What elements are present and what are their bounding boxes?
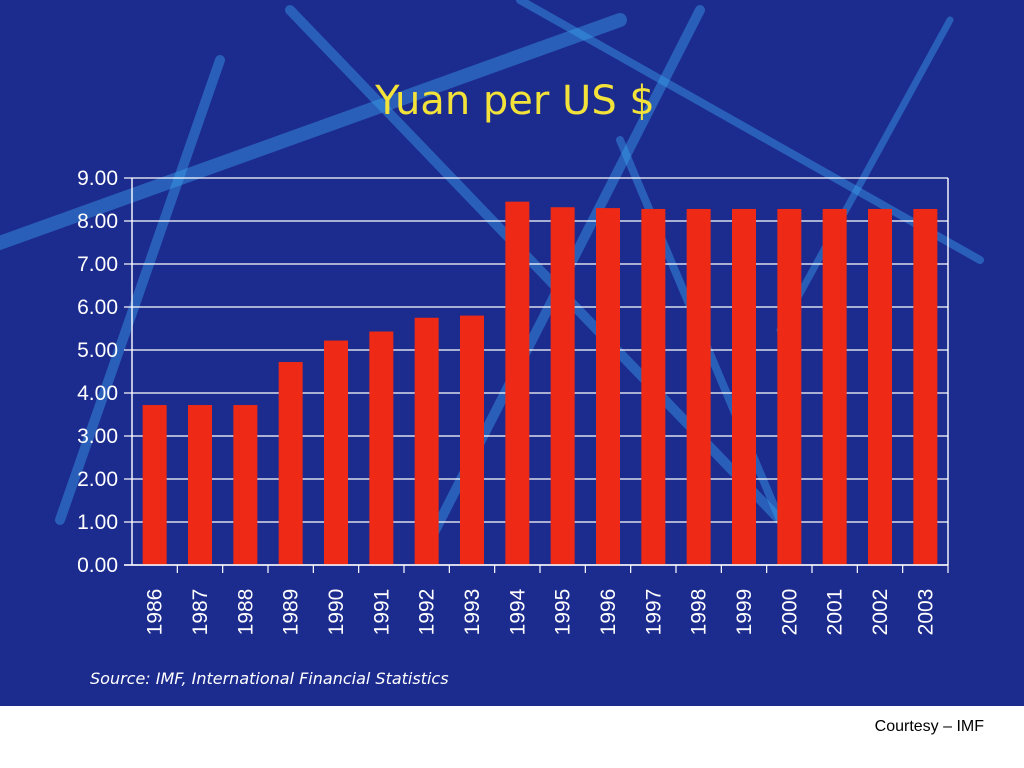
- bar-1994: [505, 201, 530, 565]
- y-tick-label: 0.00: [77, 554, 118, 577]
- y-tick-label: 8.00: [77, 210, 118, 233]
- bar-1992: [414, 317, 439, 565]
- x-tick-label: 2001: [824, 589, 847, 636]
- chart-slide: 0.00 1.00 2.00 3.00 4.00 5.00 6.00 7.00 8.00 9.00…: [0, 0, 1024, 706]
- y-tick-label: 1.00: [77, 511, 118, 534]
- bar-1987: [188, 405, 212, 565]
- bar-1996: [596, 208, 620, 565]
- bar-1995: [550, 207, 575, 566]
- y-axis-tick-labels: 0.00 1.00 2.00 3.00 4.00 5.00 6.00 7.00 8.00 9.00: [77, 167, 118, 577]
- bar-2002: [868, 208, 892, 565]
- bar-1998: [686, 208, 711, 565]
- x-tick-label: 1988: [234, 589, 257, 636]
- x-tick-label: 2003: [914, 589, 937, 636]
- light-streak: [0, 13, 627, 251]
- chart-area: 0.00 1.00 2.00 3.00 4.00 5.00 6.00 7.00 8.00 9.00…: [0, 0, 984, 635]
- bar-2001: [822, 208, 847, 565]
- bar-1991: [369, 331, 394, 565]
- bar-1986: [142, 405, 167, 565]
- x-tick-label: 1998: [688, 589, 711, 636]
- x-tick-label: 1992: [416, 589, 439, 636]
- y-tick-label: 4.00: [77, 382, 118, 405]
- bar-1999: [732, 208, 756, 565]
- light-streak: [516, 0, 984, 264]
- x-tick-label: 1989: [280, 589, 303, 636]
- x-tick-label: 2002: [869, 589, 892, 636]
- x-tick-label: 1986: [144, 589, 167, 636]
- x-tick-label: 1999: [733, 589, 756, 636]
- y-tick-label: 9.00: [77, 167, 118, 190]
- y-tick-label: 2.00: [77, 468, 118, 491]
- x-tick-label: 1987: [189, 589, 212, 636]
- y-tick-label: 5.00: [77, 339, 118, 362]
- bar-1988: [233, 405, 258, 565]
- y-tick-label: 7.00: [77, 253, 118, 276]
- x-tick-label: 1993: [461, 589, 484, 636]
- x-tick-label: 1990: [325, 589, 348, 636]
- bar-1989: [278, 362, 303, 565]
- courtesy-credit: Courtesy – IMF: [874, 718, 984, 735]
- x-tick-label: 1997: [642, 589, 665, 636]
- x-tick-label: 1994: [506, 588, 529, 635]
- axes: [124, 178, 949, 573]
- bar-series: [142, 201, 938, 566]
- x-axis-tick-labels: 1986 1987 1988 1989 1990 1991 1992 1993 1994 1995…: [144, 588, 938, 635]
- bar-1993: [460, 315, 484, 565]
- light-streak: [55, 55, 225, 525]
- bar-1997: [641, 208, 666, 565]
- chart-title: Yuan per US $: [375, 78, 655, 124]
- x-tick-label: 2000: [778, 589, 801, 636]
- x-tick-label: 1996: [597, 589, 620, 636]
- grid-lines: [124, 177, 948, 566]
- light-streak: [776, 16, 954, 334]
- y-tick-label: 3.00: [77, 425, 118, 448]
- bar-2000: [777, 208, 802, 565]
- y-tick-label: 6.00: [77, 296, 118, 319]
- bar-2003: [913, 208, 938, 565]
- x-tick-label: 1991: [370, 589, 393, 636]
- source-note: Source: IMF, International Financial Sta…: [90, 669, 449, 688]
- bar-1990: [324, 340, 348, 565]
- x-tick-label: 1995: [552, 589, 575, 636]
